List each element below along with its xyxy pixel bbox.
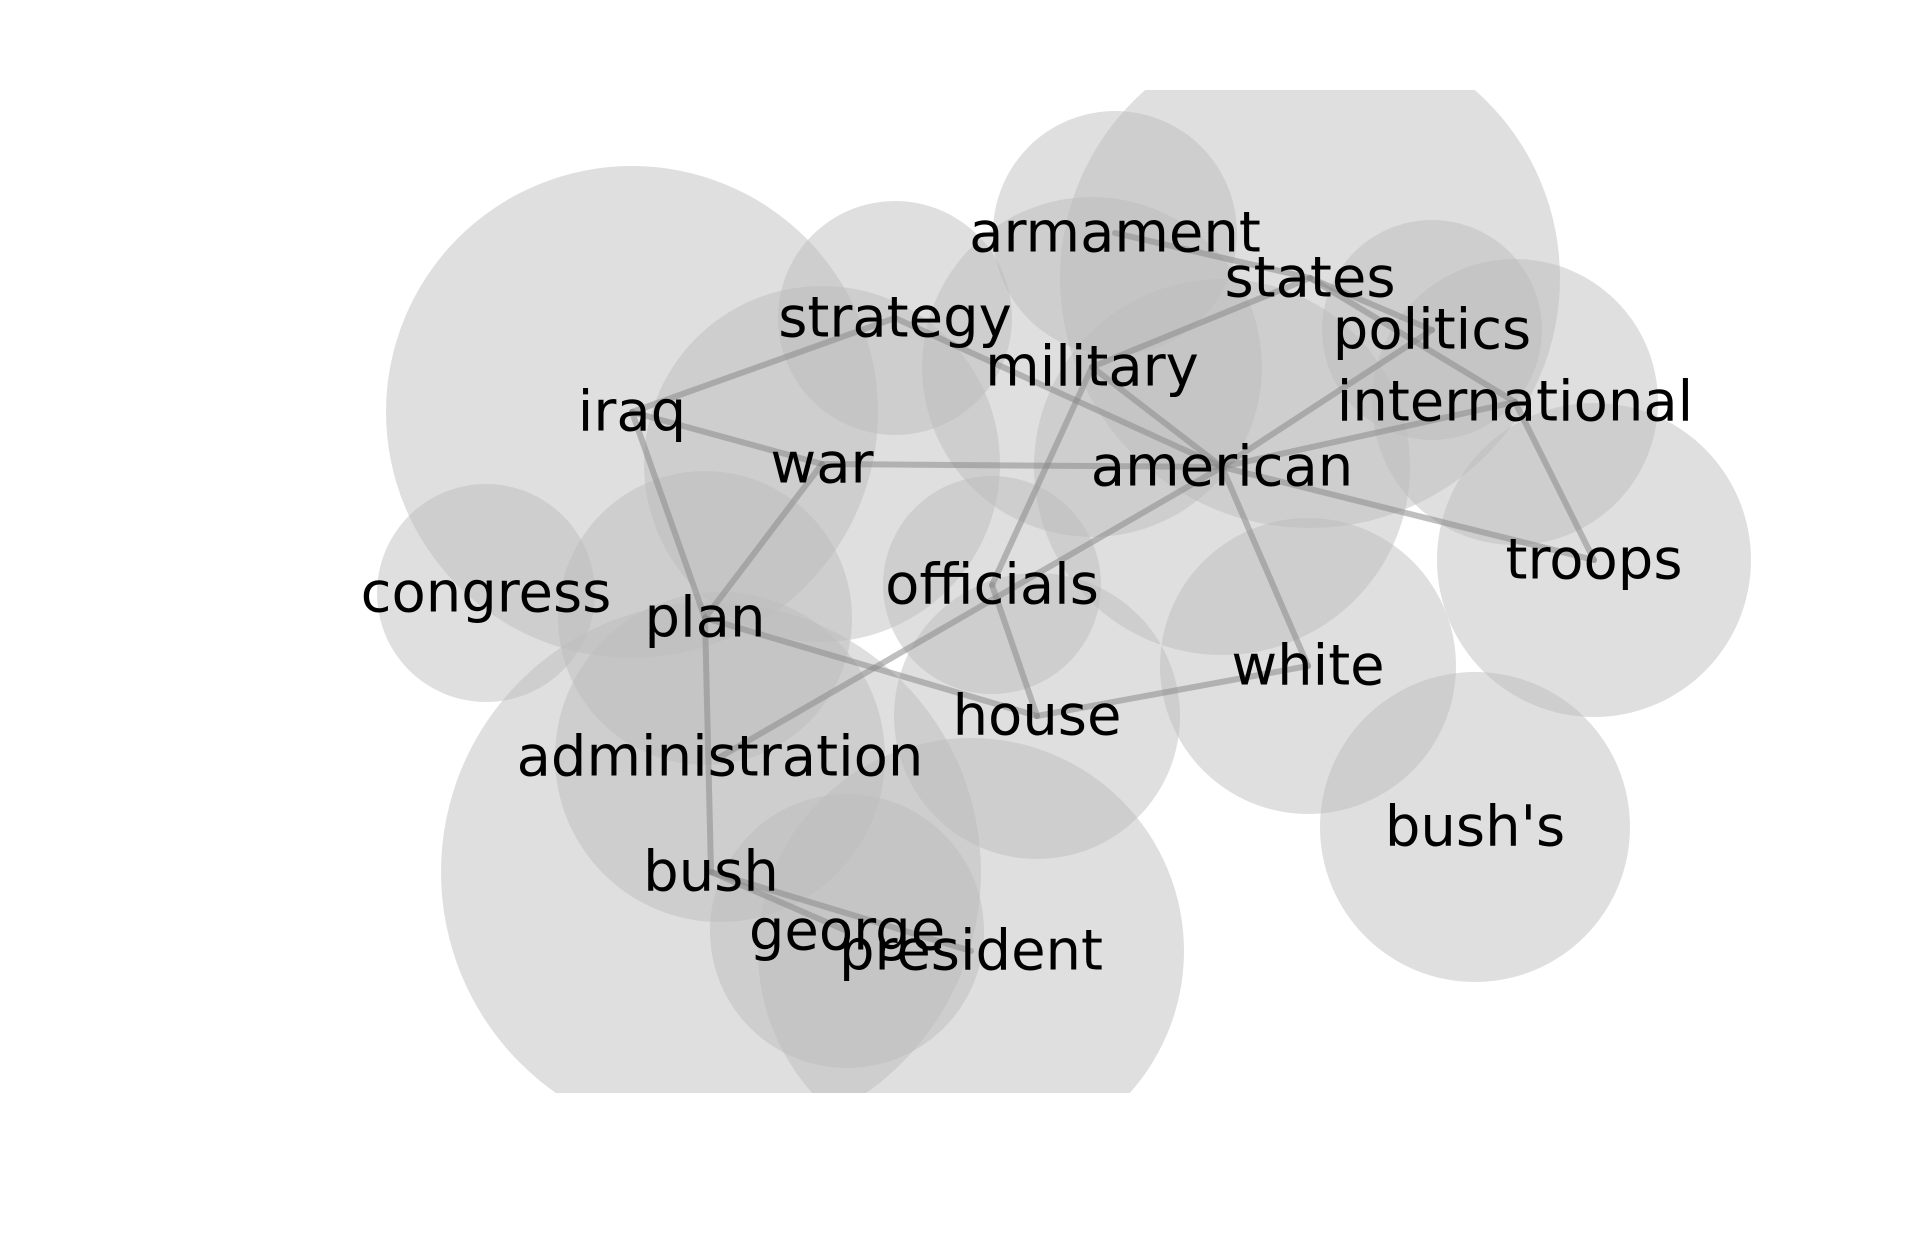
edge-officials-house bbox=[989, 582, 1040, 719]
edge-war-american bbox=[819, 461, 1225, 470]
edge-plan-bush bbox=[702, 615, 714, 875]
edge-house-white bbox=[1034, 663, 1311, 719]
node-bubble-congress bbox=[377, 484, 595, 702]
edge-american-white bbox=[1219, 464, 1311, 669]
edge-bush-president bbox=[708, 869, 974, 954]
node-label-war: war bbox=[770, 432, 874, 497]
node-label-white: white bbox=[1231, 634, 1384, 699]
node-label-military: military bbox=[985, 335, 1199, 400]
node-bubble-president bbox=[758, 738, 1184, 1093]
edge-strategy-american bbox=[892, 315, 1225, 470]
node-label-politics: politics bbox=[1333, 298, 1531, 363]
edge-iraq-plan bbox=[629, 409, 708, 621]
edge-politics-american bbox=[1219, 327, 1435, 470]
edge-international-troops bbox=[1512, 399, 1597, 563]
node-label-armament: armament bbox=[969, 201, 1261, 266]
node-label-officials: officials bbox=[885, 553, 1099, 618]
node-label-congress: congress bbox=[361, 561, 612, 626]
edge-military-states bbox=[1089, 275, 1313, 370]
edge-war-plan bbox=[702, 461, 825, 621]
edge-iraq-strategy bbox=[629, 315, 898, 415]
edge-american-troops bbox=[1219, 464, 1597, 563]
edge-military-officials bbox=[989, 364, 1095, 588]
node-label-president: president bbox=[839, 919, 1103, 984]
node-label-house: house bbox=[953, 684, 1122, 749]
node-bubble-bushs bbox=[1320, 672, 1630, 982]
node-label-strategy: strategy bbox=[778, 286, 1012, 351]
node-label-bushs: bush's bbox=[1385, 795, 1565, 860]
node-label-bush: bush bbox=[643, 840, 779, 905]
edge-american-international bbox=[1219, 399, 1518, 470]
edge-military-american bbox=[1089, 364, 1225, 470]
node-label-international: international bbox=[1337, 370, 1693, 435]
node-label-states: states bbox=[1224, 246, 1395, 311]
node-label-plan: plan bbox=[645, 586, 766, 651]
node-label-american: american bbox=[1091, 435, 1354, 500]
node-label-troops: troops bbox=[1506, 528, 1683, 593]
edge-american-administration bbox=[717, 464, 1225, 760]
node-label-administration: administration bbox=[517, 725, 924, 790]
edge-states-politics bbox=[1307, 275, 1435, 333]
edge-iraq-war bbox=[629, 409, 825, 467]
edge-armament-states bbox=[1112, 230, 1313, 281]
node-label-george: george bbox=[749, 899, 945, 964]
node-label-iraq: iraq bbox=[578, 380, 686, 445]
edge-layer bbox=[629, 230, 1597, 954]
